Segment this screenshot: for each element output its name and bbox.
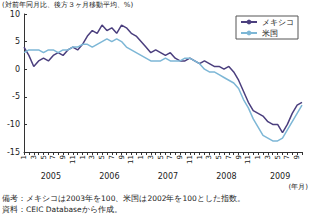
svg-text:9: 9: [118, 155, 126, 159]
svg-text:-5: -5: [12, 92, 20, 101]
svg-text:11: 11: [127, 155, 135, 164]
svg-text:7: 7: [283, 155, 291, 159]
svg-text:9: 9: [59, 155, 67, 159]
svg-text:7: 7: [108, 155, 116, 159]
svg-text:1: 1: [79, 155, 87, 159]
svg-text:-10: -10: [7, 120, 20, 129]
svg-text:11: 11: [186, 155, 194, 164]
svg-text:5: 5: [157, 155, 165, 159]
svg-text:米国: 米国: [262, 29, 278, 38]
svg-text:(年月): (年月): [289, 183, 309, 191]
svg-text:1: 1: [137, 155, 145, 159]
svg-text:3: 3: [147, 155, 155, 159]
svg-text:5: 5: [98, 155, 106, 159]
svg-text:11: 11: [69, 155, 77, 164]
svg-text:2008: 2008: [216, 172, 236, 181]
svg-text:1: 1: [254, 155, 262, 159]
svg-text:2005: 2005: [41, 172, 61, 181]
svg-text:9: 9: [293, 155, 301, 159]
svg-text:7: 7: [166, 155, 174, 159]
svg-text:5: 5: [274, 155, 282, 159]
svg-text:5: 5: [215, 155, 223, 159]
svg-text:(対前年同月比、後方３ヶ月移動平均、%): (対前年同月比、後方３ヶ月移動平均、%): [2, 1, 133, 9]
svg-text:1: 1: [20, 155, 28, 159]
svg-text:備考：メキシコは2003年を100、米国は2002年を100: 備考：メキシコは2003年を100、米国は2002年を100とした指数。: [2, 194, 245, 203]
svg-text:7: 7: [225, 155, 233, 159]
svg-text:11: 11: [244, 155, 252, 164]
svg-text:9: 9: [176, 155, 184, 159]
svg-text:3: 3: [88, 155, 96, 159]
svg-text:2007: 2007: [158, 172, 178, 181]
svg-text:メキシコ: メキシコ: [262, 18, 294, 27]
svg-text:3: 3: [205, 155, 213, 159]
svg-text:3: 3: [30, 155, 38, 159]
svg-text:資料：CEIC Databaseから作成。: 資料：CEIC Databaseから作成。: [2, 205, 122, 214]
svg-text:5: 5: [15, 37, 20, 46]
svg-text:7: 7: [49, 155, 57, 159]
svg-text:3: 3: [264, 155, 272, 159]
svg-text:9: 9: [235, 155, 243, 159]
svg-text:1: 1: [196, 155, 204, 159]
svg-text:2006: 2006: [99, 172, 119, 181]
svg-text:10: 10: [10, 10, 20, 19]
svg-text:5: 5: [40, 155, 48, 159]
svg-text:-15: -15: [7, 148, 20, 157]
svg-text:2009: 2009: [270, 172, 290, 181]
svg-text:0: 0: [15, 65, 20, 74]
